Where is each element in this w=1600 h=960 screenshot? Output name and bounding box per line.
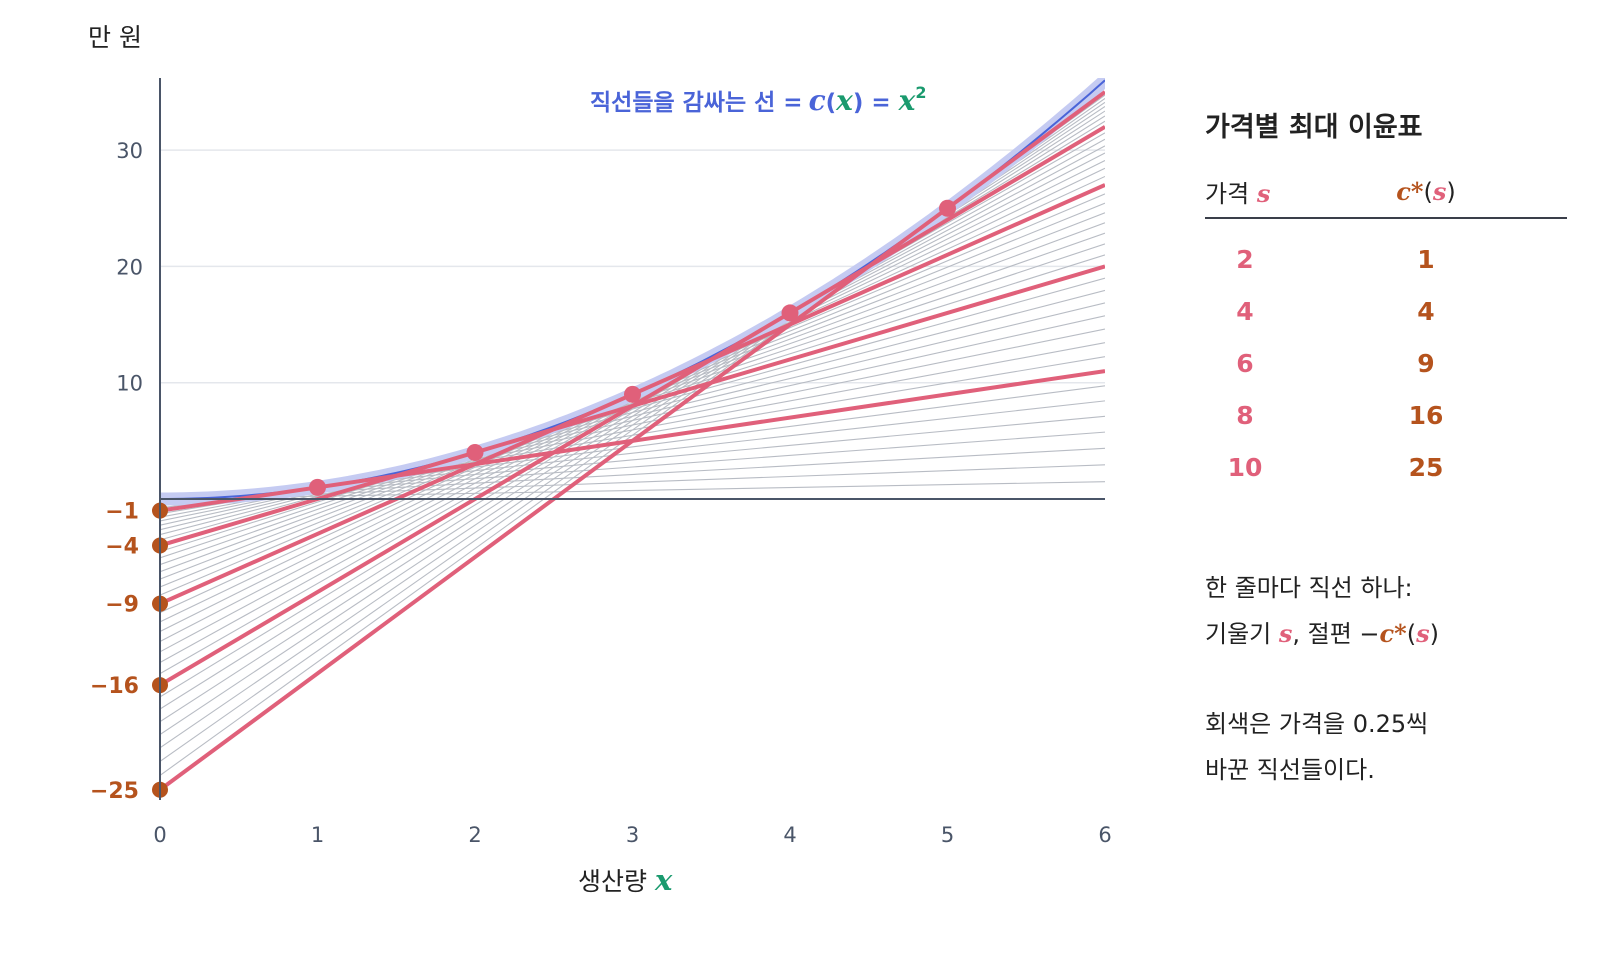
table-row: 6 9 bbox=[1205, 337, 1567, 389]
note-gray-lines: 회색은 가격을 0.25씩 바꾼 직선들이다. bbox=[1205, 710, 1429, 784]
gray-line bbox=[160, 115, 1105, 710]
profit-table-panel: 가격별 최대 이윤표 가격 s c*(s) 2 1 4 4 6 9 8 16 bbox=[1205, 105, 1570, 793]
grid-lines bbox=[160, 149, 1105, 384]
profit-cell: 1 bbox=[1417, 244, 1435, 274]
tangent-point bbox=[624, 385, 641, 403]
highlighted-line-group bbox=[160, 90, 1105, 792]
x-tick-label: 4 bbox=[783, 823, 796, 847]
intercept-label: −25 bbox=[90, 779, 139, 804]
intercept-label: −16 bbox=[90, 674, 139, 699]
panel-title: 가격별 최대 이윤표 bbox=[1205, 112, 1423, 143]
profit-cell: 16 bbox=[1408, 400, 1444, 430]
highlighted-line bbox=[160, 125, 1105, 687]
envelope-curve bbox=[160, 78, 1105, 506]
profit-cell: 9 bbox=[1417, 348, 1435, 378]
price-cell: 2 bbox=[1236, 244, 1254, 274]
x-tick-label: 5 bbox=[941, 823, 954, 847]
tangent-point bbox=[466, 443, 484, 461]
x-axis-title: 생산량 x bbox=[578, 863, 673, 897]
table-row: 8 16 bbox=[1205, 389, 1567, 441]
highlighted-lines bbox=[152, 90, 1105, 798]
gray-line bbox=[160, 132, 1105, 675]
x-tick-label: 1 bbox=[311, 823, 324, 847]
envelope-label: 직선들을 감싸는 선 = c(x) = x2 bbox=[590, 83, 927, 117]
envelope-band bbox=[160, 78, 1105, 506]
y-tick-label: 20 bbox=[116, 255, 143, 279]
y-tick-label: 30 bbox=[116, 139, 143, 163]
x-tick-label: 2 bbox=[468, 823, 481, 847]
intercept-label: −9 bbox=[105, 593, 139, 618]
axes bbox=[159, 78, 1105, 800]
note-lines-explanation: 한 줄마다 직선 하나: 기울기 s, 절편 −c*(s) bbox=[1205, 574, 1439, 648]
intercept-label: −4 bbox=[105, 535, 139, 560]
price-cell: 10 bbox=[1227, 452, 1263, 482]
price-cell: 6 bbox=[1236, 348, 1254, 378]
tangent-point bbox=[939, 199, 956, 217]
y-unit-label: 만 원 bbox=[88, 23, 142, 52]
table-row: 10 25 bbox=[1205, 441, 1567, 493]
gray-line bbox=[160, 120, 1105, 698]
tangent-point bbox=[309, 478, 326, 496]
profit-cell: 25 bbox=[1408, 452, 1444, 482]
price-cell: 4 bbox=[1236, 296, 1254, 326]
profit-table: 가격 s c*(s) 2 1 4 4 6 9 8 16 10 2 bbox=[1205, 174, 1567, 493]
x-tick-label: 0 bbox=[153, 823, 166, 847]
table-header-row: 가격 s c*(s) bbox=[1205, 174, 1567, 219]
highlighted-line bbox=[160, 90, 1105, 792]
axis-labels: 0 1 2 3 4 5 6 10 20 30 −1 −4 −9 −16 −25 bbox=[90, 139, 1112, 847]
table-row: 2 1 bbox=[1205, 218, 1567, 285]
y-tick-label: 10 bbox=[116, 372, 143, 396]
x-tick-label: 6 bbox=[1098, 823, 1111, 847]
intercept-label: −1 bbox=[105, 500, 139, 525]
price-cell: 8 bbox=[1236, 400, 1254, 430]
profit-cell: 4 bbox=[1417, 296, 1435, 326]
tangent-point bbox=[781, 304, 799, 322]
header-price: 가격 s bbox=[1205, 174, 1285, 219]
table-row: 4 4 bbox=[1205, 285, 1567, 337]
tangent-lines-chart: 0 1 2 3 4 5 6 10 20 30 −1 −4 −9 −16 −25 만 원 직선들을 감싸는 선… bbox=[88, 23, 1112, 897]
x-tick-label: 3 bbox=[626, 823, 639, 847]
header-max-profit: c*(s) bbox=[1285, 174, 1567, 219]
envelope-line bbox=[160, 79, 1105, 500]
